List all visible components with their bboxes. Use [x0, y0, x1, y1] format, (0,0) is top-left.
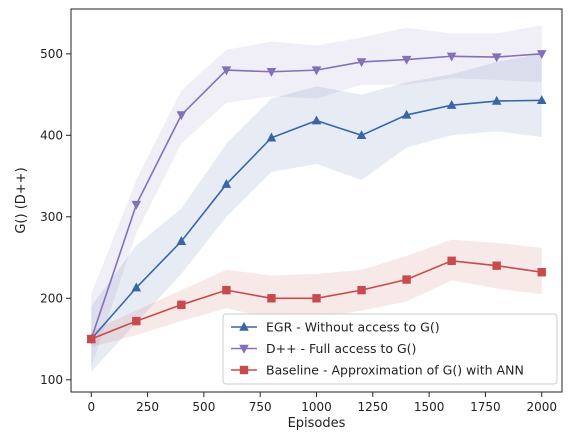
point-series-3 [402, 275, 411, 284]
point-series-3 [267, 294, 276, 303]
point-series-1 [491, 95, 502, 105]
x-tick-label: 1750 [470, 400, 501, 414]
point-series-3 [87, 334, 96, 344]
point-series-1 [356, 130, 367, 140]
point-series-2 [266, 68, 277, 77]
legend-label-2: D++ - Full access to G() [266, 341, 416, 356]
point-series-3 [312, 294, 321, 303]
x-tick-label: 1000 [301, 400, 332, 414]
legend-marker-2 [239, 344, 249, 354]
legend-marker-3 [239, 365, 249, 375]
point-series-3 [222, 285, 231, 295]
x-tick-label: 1500 [414, 400, 445, 414]
legend-box [222, 313, 558, 385]
point-series-1 [536, 95, 547, 104]
point-series-3 [357, 285, 366, 295]
point-series-1 [446, 99, 457, 109]
x-tick-label: 750 [249, 400, 272, 414]
point-series-2 [311, 66, 322, 76]
band-series-1 [91, 53, 542, 372]
series-markers [86, 50, 547, 345]
point-series-1 [266, 132, 277, 142]
point-series-3 [132, 316, 141, 326]
point-series-1 [176, 236, 187, 245]
y-axis-label: G() (D++) [14, 167, 29, 233]
point-series-2 [131, 200, 142, 210]
point-series-3 [492, 261, 501, 270]
legend-marker-1 [239, 321, 249, 331]
legend-label-1: EGR - Without access to G() [266, 320, 440, 335]
x-tick-label: 1250 [358, 400, 389, 414]
point-series-3 [177, 300, 186, 310]
band-series-2 [91, 25, 542, 368]
point-series-2 [401, 55, 412, 65]
point-series-2 [491, 53, 502, 63]
legend-label-3: Baseline - Approximation of G() with ANN [266, 363, 524, 378]
point-series-2 [536, 50, 547, 60]
y-tick-label: 400 [40, 128, 63, 142]
point-series-1 [401, 109, 412, 119]
x-tick-label: 2000 [526, 400, 557, 414]
point-series-2 [356, 58, 367, 68]
point-series-1 [311, 115, 322, 125]
point-series-3 [447, 256, 456, 266]
axes: 0 250 500 750 1000 1250 1500 1750 2000 100 200 300 4… [40, 8, 563, 414]
point-series-2 [176, 111, 187, 121]
point-series-1 [221, 179, 232, 188]
x-tick-label: 0 [87, 400, 95, 414]
band-series-3 [91, 239, 542, 348]
point-series-2 [446, 52, 457, 62]
x-tick-label: 500 [192, 400, 215, 414]
point-series-2 [221, 66, 232, 76]
y-tick-label: 200 [40, 291, 63, 305]
x-axis-label: Episodes [288, 416, 346, 431]
y-tick-label: 100 [40, 373, 63, 387]
point-series-1 [131, 282, 142, 292]
y-tick-label: 500 [40, 47, 63, 61]
y-tick-label: 300 [40, 210, 63, 224]
point-series-3 [537, 268, 546, 277]
legend: EGR - Without access to G() D++ - Full ac… [222, 313, 558, 385]
confidence-bands [91, 25, 542, 372]
x-tick-label: 250 [136, 400, 159, 414]
